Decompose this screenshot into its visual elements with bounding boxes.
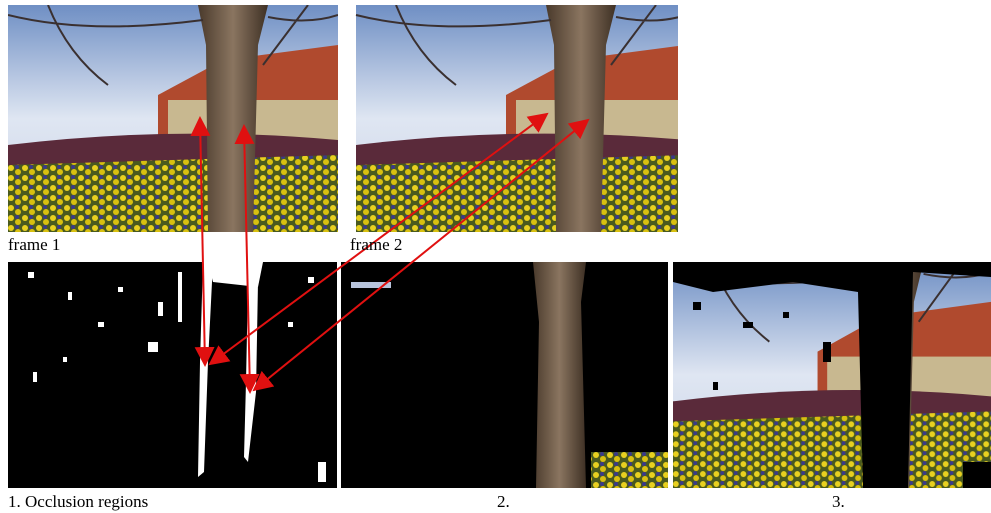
image-detail: [713, 382, 718, 390]
result-2-image: [341, 262, 668, 488]
image-detail: [118, 287, 123, 292]
image-detail: [673, 262, 991, 488]
image-detail: [693, 302, 701, 310]
image-detail: [178, 272, 182, 322]
image-detail: [963, 462, 991, 488]
image-detail: [8, 262, 337, 488]
image-detail: [318, 462, 326, 482]
caption: 2.: [497, 492, 510, 511]
figure: frame 1 frame 2 1. Occlusion regions 2. …: [0, 0, 991, 513]
image-detail: [533, 262, 586, 488]
result-3-image: [673, 262, 991, 488]
image-detail: [8, 5, 338, 232]
image-detail: [288, 322, 293, 327]
image-detail: [158, 302, 163, 316]
image-detail: [98, 322, 104, 327]
image-detail: [308, 277, 314, 283]
occlusion-image: [8, 262, 337, 488]
image-detail: [148, 342, 158, 352]
caption: 3.: [832, 492, 845, 511]
image-detail: [28, 272, 34, 278]
image-detail: [591, 452, 668, 488]
image-detail: [33, 372, 37, 382]
image-detail: [673, 262, 991, 488]
caption: frame 2: [350, 235, 402, 254]
caption: 1. Occlusion regions: [8, 492, 148, 511]
figure-canvas: frame 1 frame 2 1. Occlusion regions 2. …: [0, 0, 991, 513]
image-detail: [68, 292, 72, 300]
image-detail: [783, 312, 789, 318]
image-detail: [63, 357, 67, 362]
frame-1-image: [8, 5, 338, 232]
image-detail: [823, 342, 831, 362]
caption: frame 1: [8, 235, 60, 254]
image-detail: [743, 322, 753, 328]
frame-2-image: [356, 5, 686, 232]
image-detail: [356, 5, 686, 232]
